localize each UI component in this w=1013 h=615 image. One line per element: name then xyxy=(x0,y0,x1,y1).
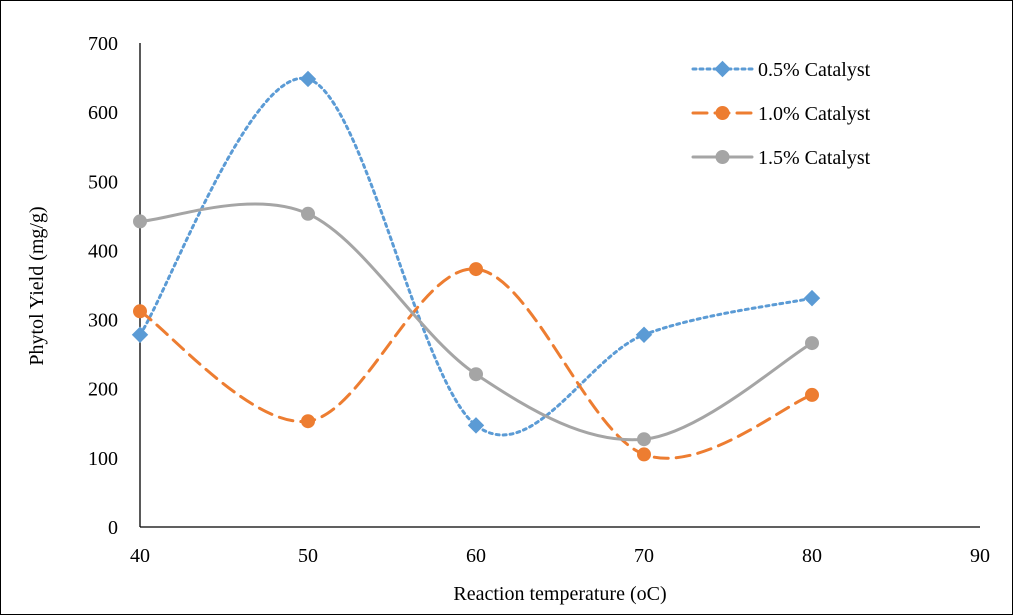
data-point-marker xyxy=(469,262,483,277)
x-tick-label: 50 xyxy=(298,545,318,567)
data-point-marker xyxy=(133,214,147,229)
legend-marker xyxy=(714,60,731,78)
data-point-marker xyxy=(637,447,651,462)
data-point-marker xyxy=(299,70,317,88)
data-point-marker xyxy=(805,336,819,351)
x-tick-label: 40 xyxy=(130,545,150,567)
data-point-marker xyxy=(803,289,821,307)
data-point-marker xyxy=(469,367,483,382)
y-tick-label: 300 xyxy=(88,310,118,332)
data-point-marker xyxy=(131,326,149,343)
series-3 xyxy=(133,202,819,447)
y-axis-title: Phytol Yield (mg/g) xyxy=(26,206,48,365)
series-line xyxy=(138,267,814,460)
series-line xyxy=(138,202,814,442)
data-point-marker xyxy=(301,414,315,429)
y-tick-label: 200 xyxy=(88,379,118,401)
data-point-marker xyxy=(637,432,651,447)
y-tick-label: 400 xyxy=(88,240,118,262)
legend-item: 1.5% Catalyst xyxy=(691,147,871,169)
data-point-marker xyxy=(467,417,485,434)
series-2 xyxy=(133,262,819,462)
data-point-marker xyxy=(133,304,147,319)
x-tick-label: 80 xyxy=(802,545,822,567)
y-tick-label: 0 xyxy=(108,517,118,539)
legend-label: 0.5% Catalyst xyxy=(758,59,871,81)
axes: 0 100 200 300 400 500 600 700 40 50 60 70 80 90 xyxy=(88,33,990,567)
x-axis-title: Reaction temperature (oC) xyxy=(453,583,666,605)
legend-label: 1.5% Catalyst xyxy=(758,147,871,169)
legend: 0.5% Catalyst 1.0% Catalyst 1.5% Catalyst xyxy=(691,59,871,169)
series-line xyxy=(138,77,814,437)
y-tick-label: 700 xyxy=(88,33,118,55)
legend-marker xyxy=(715,106,730,120)
data-point-marker xyxy=(635,326,653,343)
x-tick-label: 60 xyxy=(466,545,486,567)
legend-label: 1.0% Catalyst xyxy=(758,103,871,125)
legend-marker xyxy=(715,150,730,164)
data-point-marker xyxy=(301,206,315,221)
series-1 xyxy=(131,70,821,437)
x-tick-label: 90 xyxy=(970,545,990,567)
legend-item: 0.5% Catalyst xyxy=(691,59,871,81)
data-point-marker xyxy=(805,387,819,402)
series-layer xyxy=(131,70,821,462)
legend-item: 1.0% Catalyst xyxy=(691,103,871,125)
y-tick-label: 100 xyxy=(88,448,118,470)
y-tick-label: 600 xyxy=(88,102,118,124)
x-tick-label: 70 xyxy=(634,545,654,567)
y-tick-label: 500 xyxy=(88,171,118,193)
